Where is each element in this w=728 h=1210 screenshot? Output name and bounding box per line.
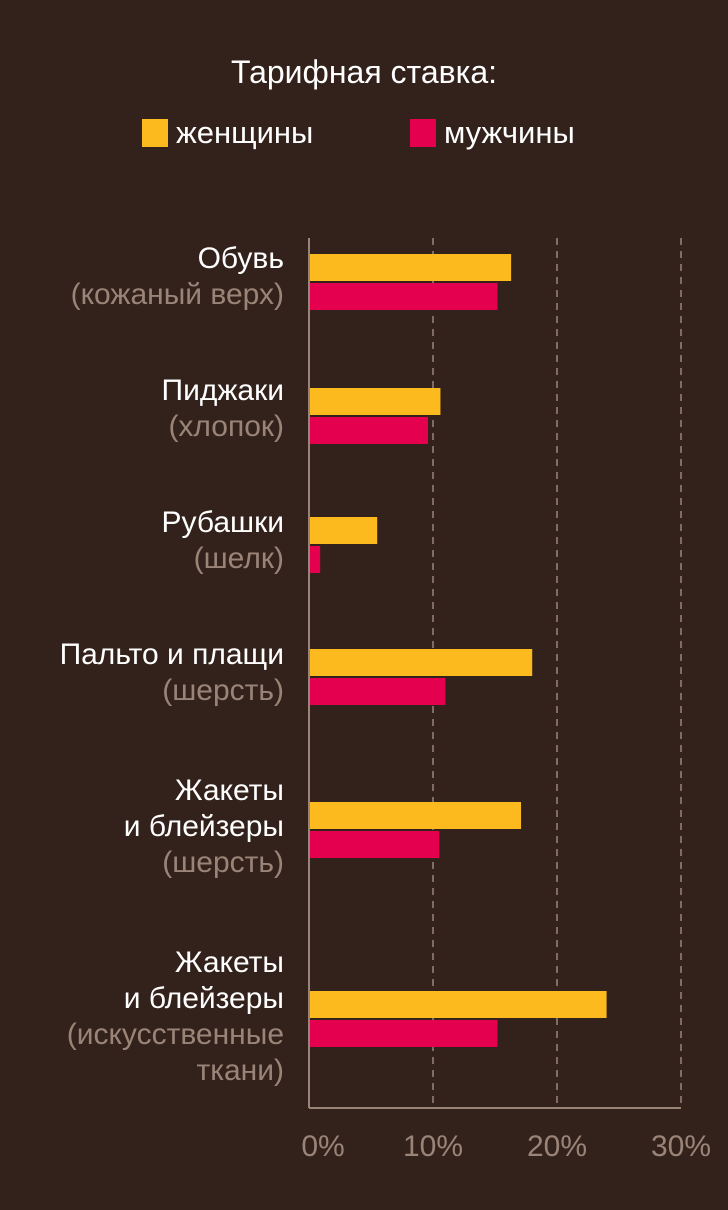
category-name: Рубашки: [161, 506, 284, 539]
bar-men-2: [310, 546, 321, 573]
category-subtitle: (шерсть): [162, 674, 284, 707]
category-name: Пиджаки: [161, 374, 284, 407]
category-name: Пальто и плащи: [59, 638, 284, 671]
bar-men-0: [310, 283, 498, 310]
bar-women-3: [310, 649, 533, 676]
bar-women-1: [310, 388, 441, 415]
category-label: Рубашки (шелк): [162, 505, 284, 577]
bar-men-3: [310, 678, 446, 705]
category-subtitle: (шерсть): [162, 846, 284, 879]
x-tick-label: 20%: [526, 1130, 588, 1163]
x-tick-label: 10%: [402, 1130, 464, 1163]
x-tick-label: 0%: [301, 1130, 345, 1163]
legend-item-men: мужчины: [410, 115, 575, 150]
category-name: и блейзеры: [123, 982, 284, 1015]
category-label: Обувь (кожаный верх): [71, 241, 284, 313]
bar-women-5: [310, 991, 607, 1018]
bar-men-4: [310, 831, 440, 858]
legend-swatch-men: [410, 119, 436, 147]
category-subtitle: (кожаный верх): [70, 278, 284, 311]
category-subtitle: (хлопок): [168, 410, 284, 443]
legend-label-men: мужчины: [444, 115, 575, 150]
legend-item-women: женщины: [142, 115, 314, 150]
legend-label-women: женщины: [176, 115, 314, 150]
category-label: Пальто и плащи (шерсть): [60, 637, 284, 709]
legend-swatch-women: [142, 119, 168, 147]
category-subtitle: (искусственные: [66, 1018, 284, 1051]
category-name: и блейзеры: [123, 810, 284, 843]
category-subtitle: (шелк): [193, 542, 284, 575]
category-label: Жакеты и блейзеры (шерсть): [124, 773, 284, 881]
category-label: Пиджаки (хлопок): [162, 373, 284, 445]
x-tick-label: 30%: [650, 1130, 712, 1163]
category-name: Жакеты: [174, 774, 284, 807]
chart-title: Тарифная ставка:: [230, 54, 498, 90]
bar-women-4: [310, 802, 522, 829]
bar-men-5: [310, 1020, 498, 1047]
bar-men-1: [310, 417, 429, 444]
category-label: Жакеты и блейзеры (искусственные ткани): [67, 945, 284, 1089]
category-name: Обувь: [197, 242, 284, 275]
bar-women-2: [310, 517, 378, 544]
category-subtitle: ткани): [196, 1054, 284, 1087]
category-name: Жакеты: [174, 946, 284, 979]
bar-women-0: [310, 254, 512, 281]
